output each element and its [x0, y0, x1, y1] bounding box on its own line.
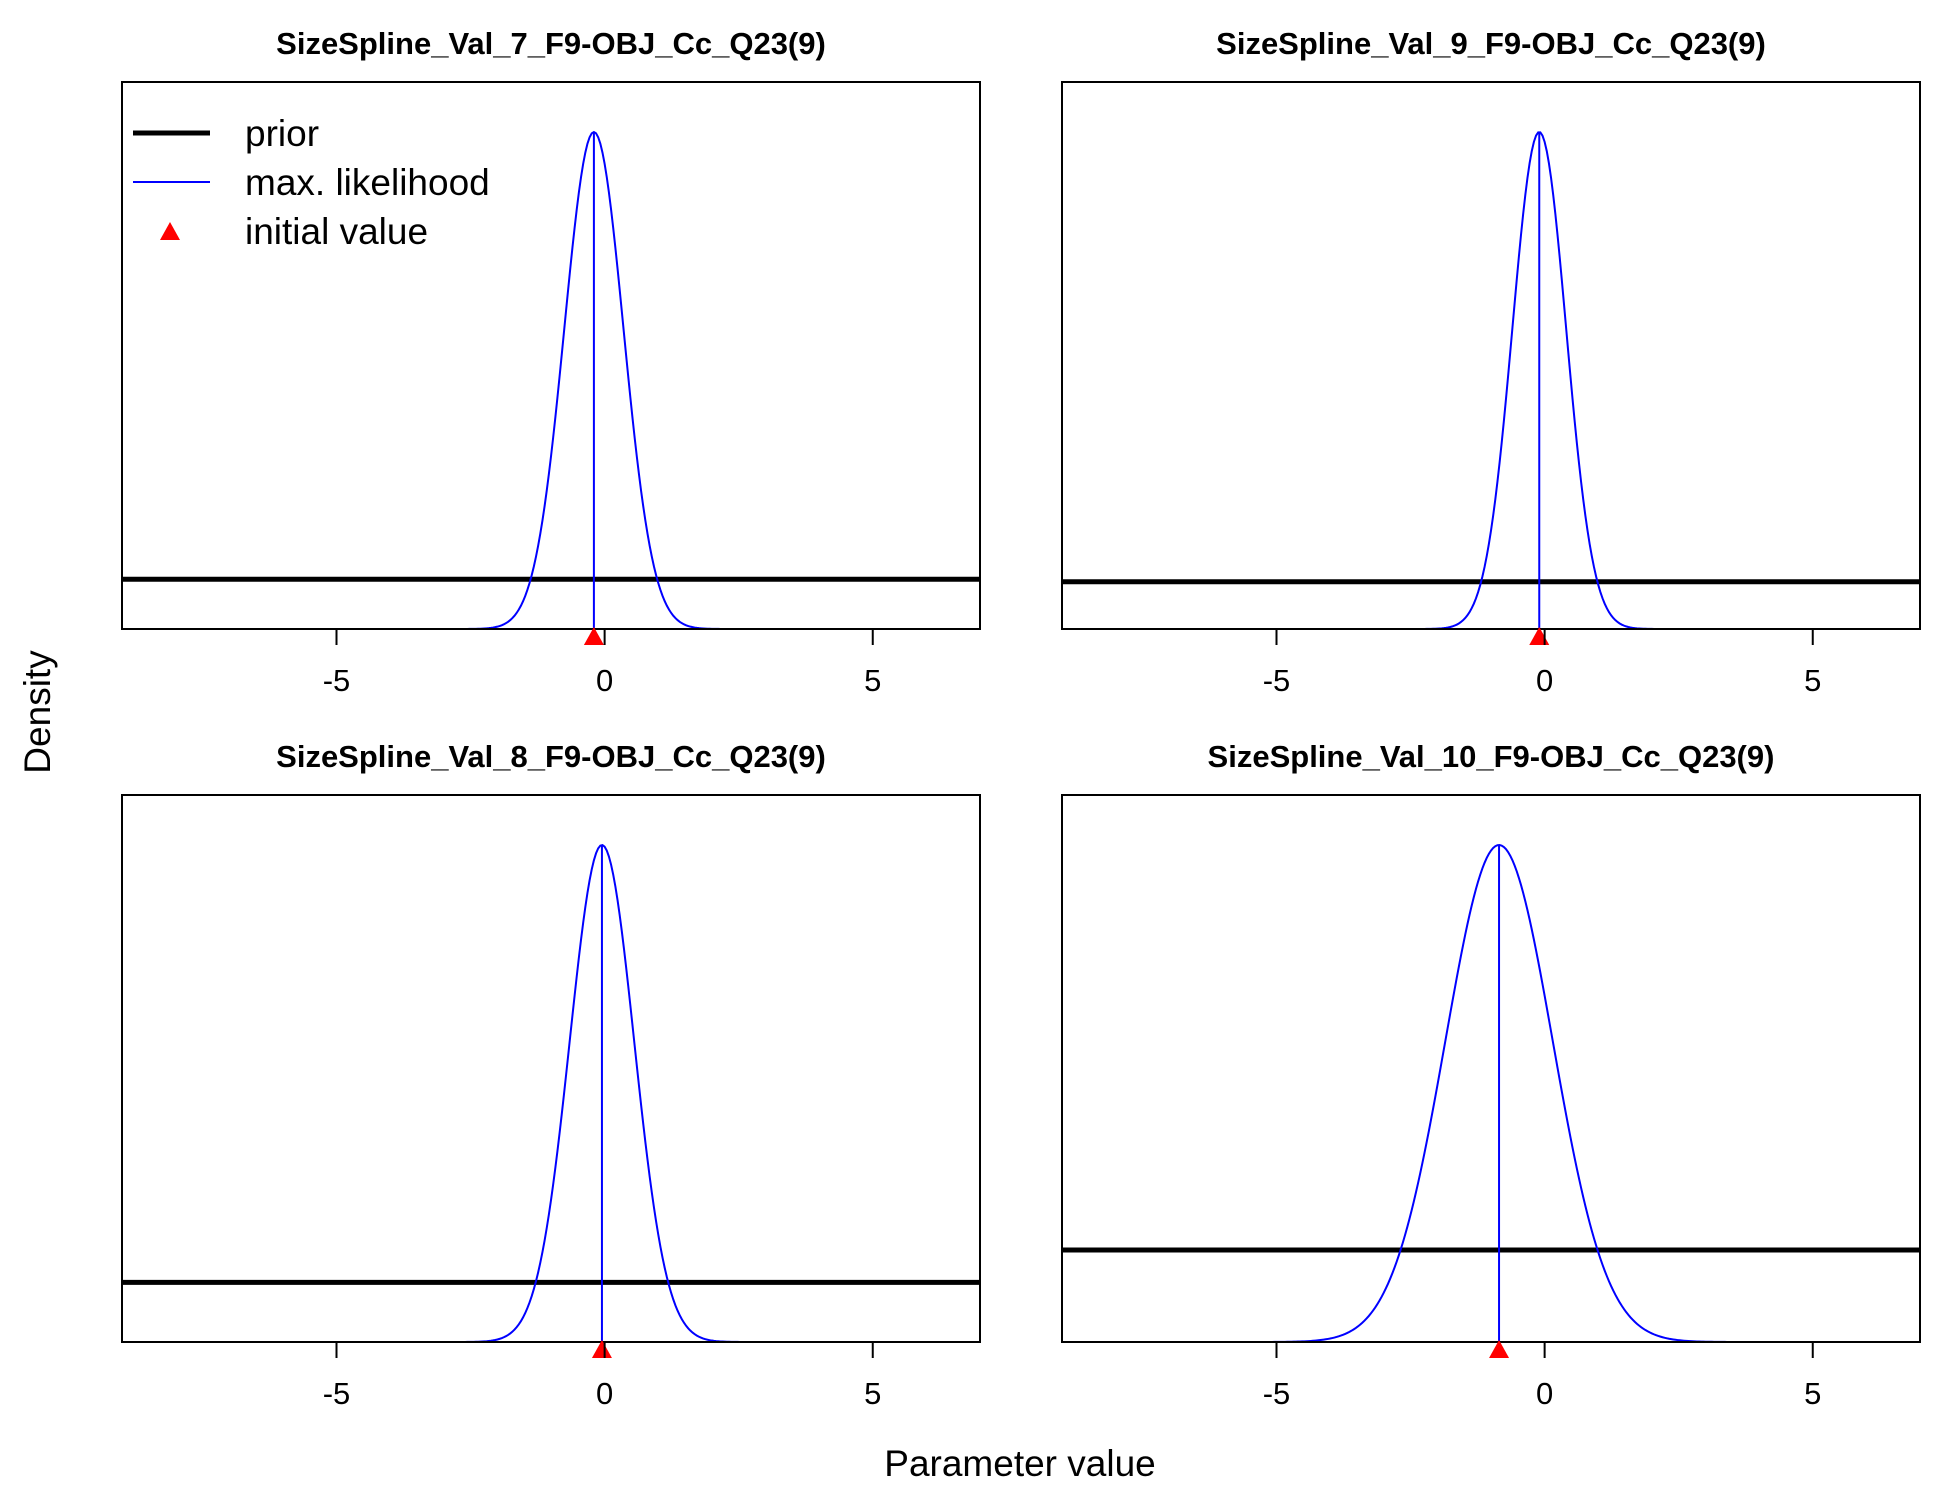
- initial-value-marker: [1489, 1340, 1510, 1358]
- plot-area: [1062, 844, 1920, 1342]
- x-tick-label: -5: [323, 663, 351, 698]
- panel-title: SizeSpline_Val_10_F9-OBJ_Cc_Q23(9): [1208, 739, 1775, 774]
- panel-frame: [1061, 81, 1921, 630]
- plot-area: [122, 843, 980, 1342]
- panels: SizeSpline_Val_7_F9-OBJ_Cc_Q23(9) -5 0 5 pri…: [121, 26, 1921, 1411]
- y-axis-title: Density: [17, 650, 58, 774]
- panel-3: SizeSpline_Val_8_F9-OBJ_Cc_Q23(9) -5 0 5: [121, 739, 981, 1411]
- x-tick-label: 5: [864, 1376, 881, 1411]
- x-tick-label: -5: [1263, 1376, 1291, 1411]
- x-tick-label: 5: [864, 663, 881, 698]
- plot-area: [1062, 131, 1920, 629]
- legend-label: max. likelihood: [245, 162, 490, 203]
- panel-1: SizeSpline_Val_7_F9-OBJ_Cc_Q23(9) -5 0 5 pri…: [121, 26, 981, 698]
- initial-value-marker: [591, 1340, 612, 1358]
- panel-title: SizeSpline_Val_7_F9-OBJ_Cc_Q23(9): [276, 26, 826, 61]
- legend: prior max. likelihood initial value: [133, 113, 490, 252]
- max-likelihood-curve: [1062, 131, 1920, 629]
- panel-title: SizeSpline_Val_9_F9-OBJ_Cc_Q23(9): [1216, 26, 1766, 61]
- x-tick-label: 0: [596, 1376, 613, 1411]
- x-axis-title: Parameter value: [884, 1443, 1155, 1484]
- x-tick-label: 5: [1804, 1376, 1821, 1411]
- legend-label: initial value: [245, 211, 428, 252]
- panel-2: SizeSpline_Val_9_F9-OBJ_Cc_Q23(9) -5 0 5: [1061, 26, 1921, 698]
- x-tick-label: 0: [1536, 1376, 1553, 1411]
- panel-frame: [121, 794, 981, 1343]
- x-tick-label: 5: [1804, 663, 1821, 698]
- x-tick-label: 0: [596, 663, 613, 698]
- max-likelihood-curve: [122, 130, 980, 629]
- plot-area: [122, 130, 980, 629]
- x-tick-label: -5: [1263, 663, 1291, 698]
- panel-4: SizeSpline_Val_10_F9-OBJ_Cc_Q23(9) -5 0 5: [1061, 739, 1921, 1411]
- initial-value-marker: [583, 627, 604, 645]
- x-tick-label: -5: [323, 1376, 351, 1411]
- max-likelihood-curve: [1062, 844, 1920, 1342]
- panel-frame: [121, 81, 981, 630]
- legend-initial-value-swatch: [160, 222, 180, 240]
- legend-label: prior: [245, 113, 319, 154]
- x-tick-label: 0: [1536, 663, 1553, 698]
- panel-frame: [1061, 794, 1921, 1343]
- max-likelihood-curve: [122, 843, 980, 1342]
- panel-title: SizeSpline_Val_8_F9-OBJ_Cc_Q23(9): [276, 739, 826, 774]
